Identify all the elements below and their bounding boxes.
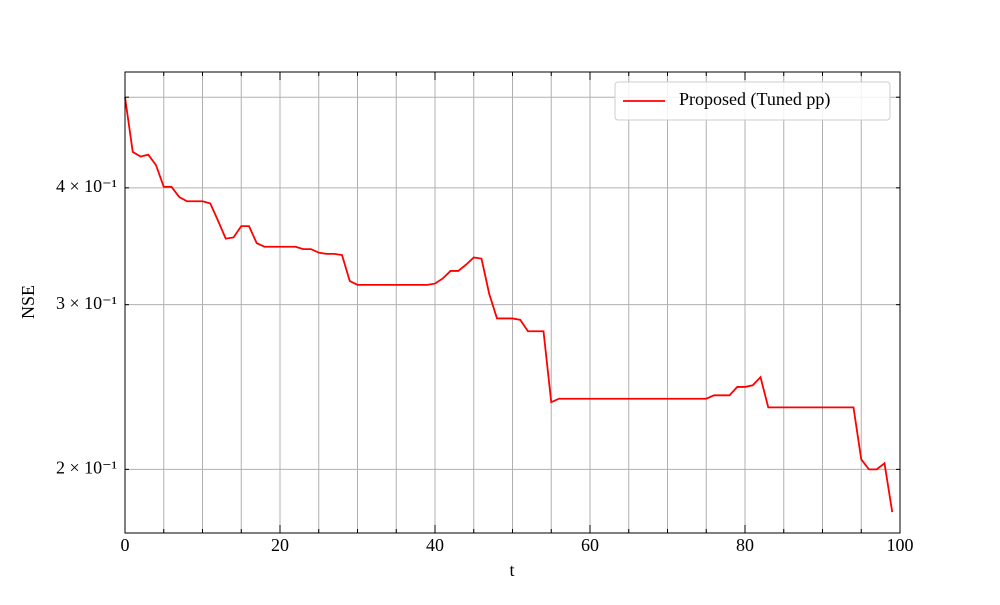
grid (124, 72, 901, 533)
y-tick-label: 2 × 10⁻¹ (56, 457, 117, 477)
plot (124, 97, 894, 513)
x-tick-label: 40 (426, 535, 444, 555)
legend-box (614, 81, 891, 121)
x-tick-label: 20 (271, 535, 289, 555)
x-tick-label: 60 (581, 535, 599, 555)
data-line (124, 97, 894, 513)
x-tick-label: 0 (121, 535, 130, 555)
x-tick-label: 100 (887, 535, 914, 555)
x-axis-label: t (509, 560, 514, 580)
x-tick-label: 80 (736, 535, 754, 555)
legend-label: Proposed (Tuned pp) (679, 89, 830, 110)
y-tick-label: 3 × 10⁻¹ (56, 293, 117, 313)
y-axis-label: NSE (18, 285, 38, 319)
y-tick-label: 4 × 10⁻¹ (56, 176, 117, 196)
